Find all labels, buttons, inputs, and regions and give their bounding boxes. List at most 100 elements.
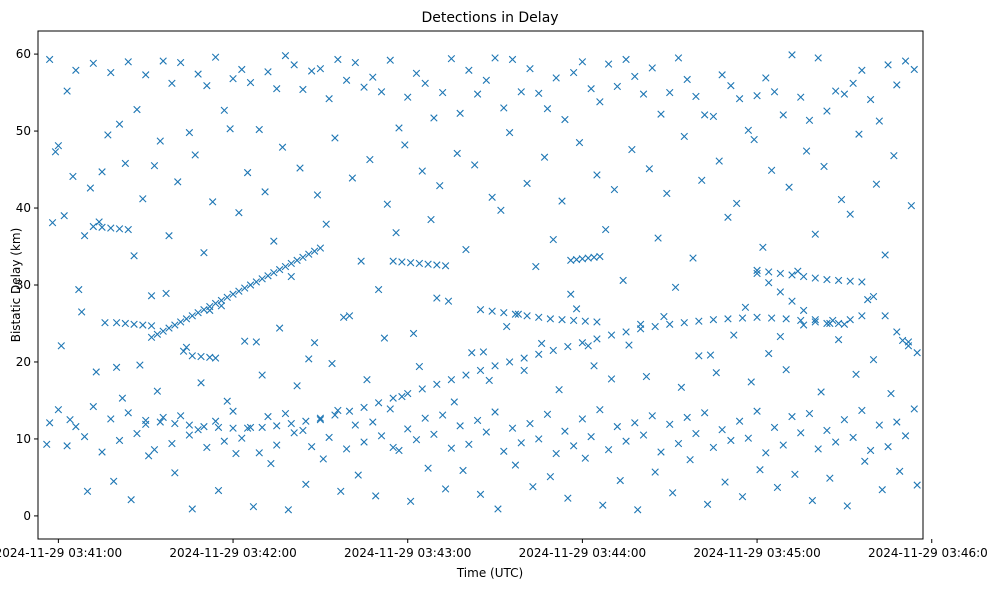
data-point [101, 319, 109, 327]
data-point [337, 487, 345, 495]
data-point [767, 166, 776, 175]
data-point [834, 276, 843, 285]
plot-frame [37, 30, 924, 540]
data-point [235, 287, 243, 295]
data-point [788, 51, 796, 59]
data-point [712, 369, 720, 377]
data-point [762, 74, 770, 82]
data-point [846, 315, 854, 324]
data-point [884, 442, 892, 451]
data-point [631, 419, 639, 427]
data-point [80, 232, 89, 240]
data-point [569, 316, 578, 325]
data-point [776, 288, 785, 296]
data-point [537, 339, 546, 348]
data-point [657, 110, 665, 118]
data-point [436, 182, 444, 190]
data-point [753, 269, 761, 278]
data-point [634, 506, 642, 514]
x-tick-label: 2024-11-29 03:42:00 [169, 546, 296, 560]
data-point [313, 191, 322, 199]
data-point [339, 313, 348, 322]
data-point [433, 261, 441, 269]
data-point [724, 213, 732, 221]
data-point [110, 477, 118, 485]
data-point [45, 419, 54, 427]
data-point [121, 319, 130, 328]
data-point [156, 137, 164, 145]
data-point [700, 111, 709, 119]
data-point [380, 334, 389, 342]
data-point [488, 307, 496, 315]
data-point [54, 141, 63, 150]
data-point [197, 379, 205, 387]
data-point [427, 215, 435, 224]
data-point [211, 354, 220, 362]
data-point [581, 317, 589, 325]
data-point [863, 295, 872, 304]
data-point [834, 319, 843, 328]
data-point [275, 324, 284, 332]
data-point [270, 237, 278, 245]
data-point [476, 366, 485, 375]
data-point [162, 289, 170, 298]
data-point [913, 349, 921, 357]
data-point [846, 277, 854, 285]
data-point [182, 315, 191, 323]
data-point [258, 371, 266, 379]
data-point [910, 65, 918, 74]
data-point [130, 252, 138, 260]
data-point [200, 422, 208, 431]
data-point [671, 283, 680, 291]
data-point [261, 188, 269, 196]
data-point [779, 441, 787, 449]
data-point [491, 54, 499, 62]
data-point [616, 476, 624, 485]
x-axis: 2024-11-29 03:41:00 2024-11-29 03:42:00 20… [0, 539, 987, 560]
data-point [389, 257, 397, 265]
data-point [115, 436, 124, 445]
data-point [540, 153, 549, 161]
data-point [881, 251, 889, 259]
data-point [86, 184, 95, 192]
data-point [482, 76, 491, 84]
data-point [409, 329, 418, 338]
data-point [811, 315, 819, 324]
data-point [112, 319, 121, 327]
data-point [654, 234, 662, 242]
data-point [794, 267, 802, 275]
data-point [229, 75, 237, 83]
data-point [241, 337, 249, 345]
data-point [619, 276, 627, 285]
data-point [505, 358, 514, 366]
data-point [459, 466, 467, 475]
data-point [823, 107, 831, 115]
data-point [112, 363, 121, 372]
y-tick-label: 0 [23, 509, 31, 523]
data-point [715, 157, 723, 165]
x-tick-label: 2024-11-29 03:46:00 [868, 546, 987, 560]
data-point [872, 180, 881, 188]
data-point [107, 68, 115, 77]
data-point [48, 218, 57, 227]
data-point [139, 321, 147, 329]
data-point [651, 468, 659, 476]
data-point [476, 305, 485, 314]
data-point [223, 397, 231, 405]
data-point [529, 482, 537, 491]
data-point [334, 55, 342, 64]
data-point [211, 53, 220, 61]
data-point [270, 268, 278, 277]
data-point [735, 417, 744, 425]
data-point [587, 85, 595, 93]
data-point [799, 272, 808, 281]
data-point [628, 145, 636, 154]
data-point [593, 318, 601, 326]
data-point [680, 132, 688, 141]
data-point [296, 164, 304, 172]
data-point [765, 349, 773, 358]
data-point [709, 315, 718, 324]
data-point [316, 414, 325, 422]
data-point [107, 415, 115, 423]
